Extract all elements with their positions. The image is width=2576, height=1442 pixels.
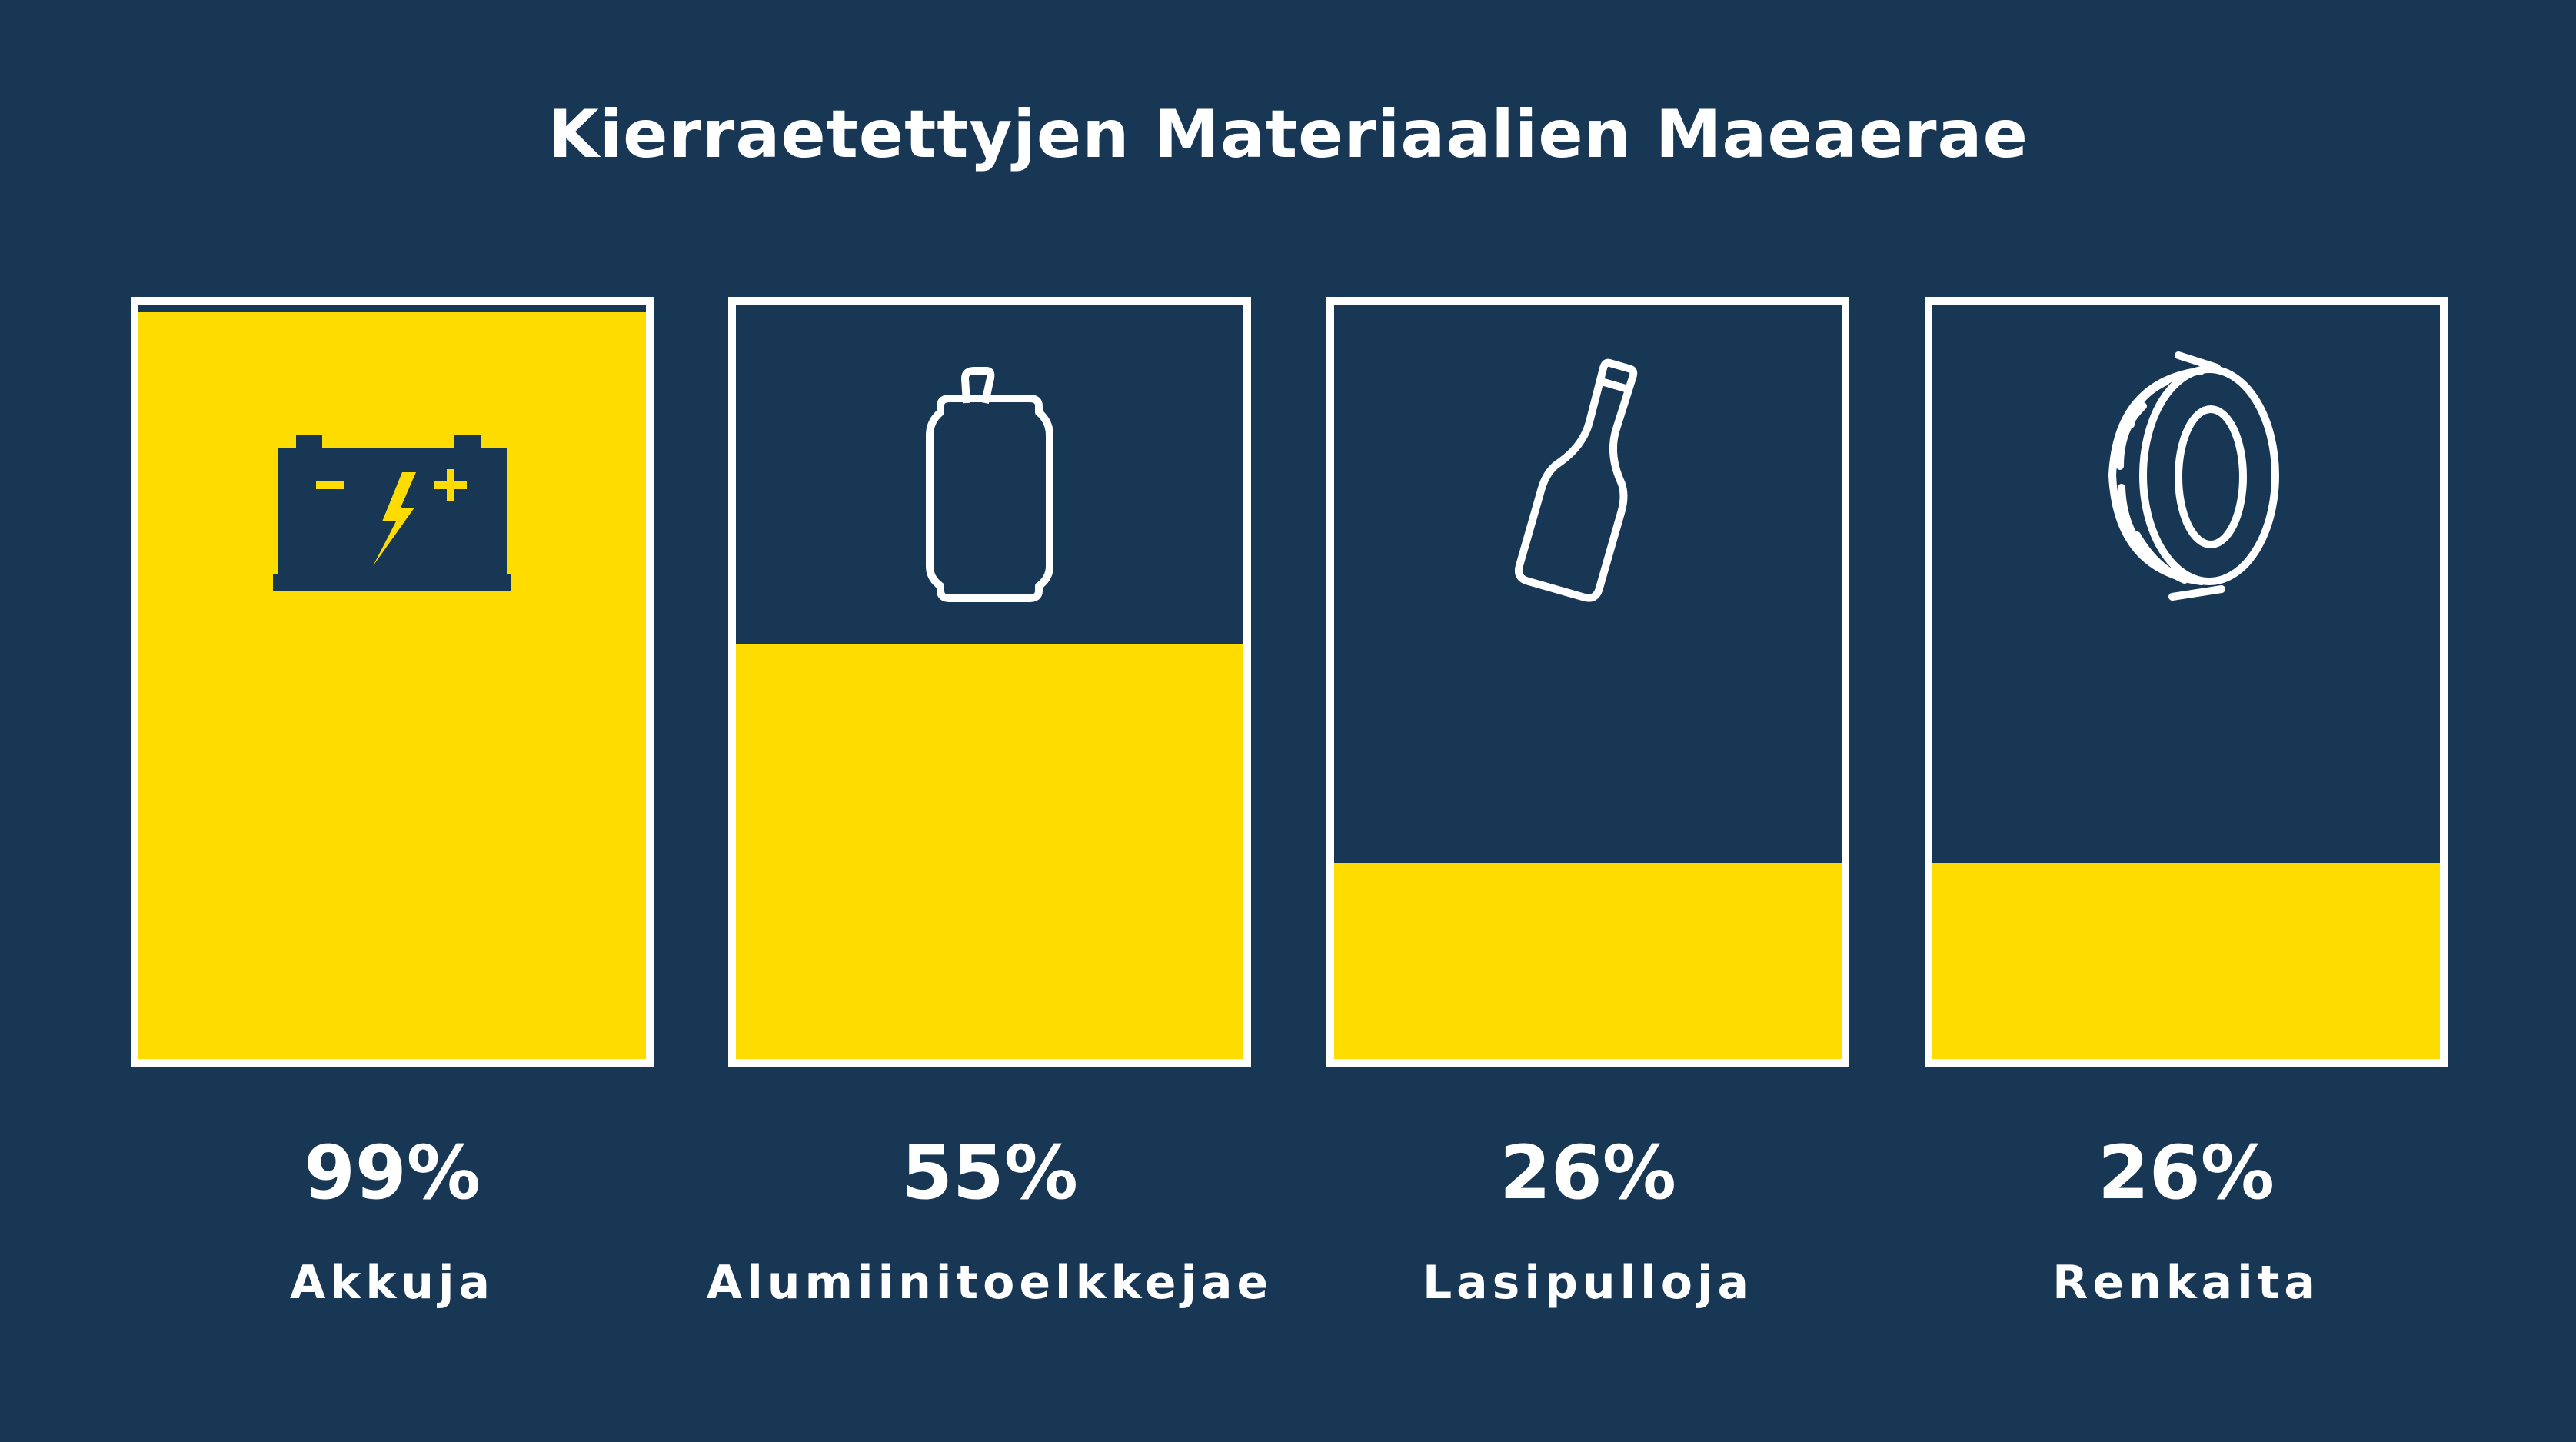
tire-icon: [1932, 351, 2440, 612]
category-label-akkuja: Akkuja: [289, 1256, 494, 1310]
bottle-icon: [1334, 351, 1842, 604]
category-label-alumiinitoelkkejae: Alumiinitoelkkejae: [706, 1256, 1273, 1310]
can-icon: [736, 358, 1243, 604]
bar-fill-akkuja: [138, 312, 646, 1059]
category-label-renkaita: Renkaita: [2052, 1256, 2320, 1310]
value-label-lasipulloja: 26%: [1499, 1130, 1676, 1216]
bar-card-lasipulloja: [1326, 297, 1849, 1067]
battery-icon: [138, 435, 646, 597]
category-label-lasipulloja: Lasipulloja: [1422, 1256, 1754, 1310]
bar-fill-lasipulloja: [1334, 863, 1842, 1059]
value-label-renkaita: 26%: [2098, 1130, 2275, 1216]
bar-fill-alumiinitoelkkejae: [736, 644, 1243, 1059]
bar-card-alumiinitoelkkejae: [728, 297, 1251, 1067]
bar-card-renkaita: [1925, 297, 2448, 1067]
bar-fill-renkaita: [1932, 863, 2440, 1059]
chart-title: Kierraetettyjen Materiaalien Maeaerae: [547, 96, 2029, 173]
value-label-alumiinitoelkkejae: 55%: [901, 1130, 1078, 1216]
bar-card-akkuja: [131, 297, 654, 1067]
value-label-akkuja: 99%: [304, 1130, 481, 1216]
